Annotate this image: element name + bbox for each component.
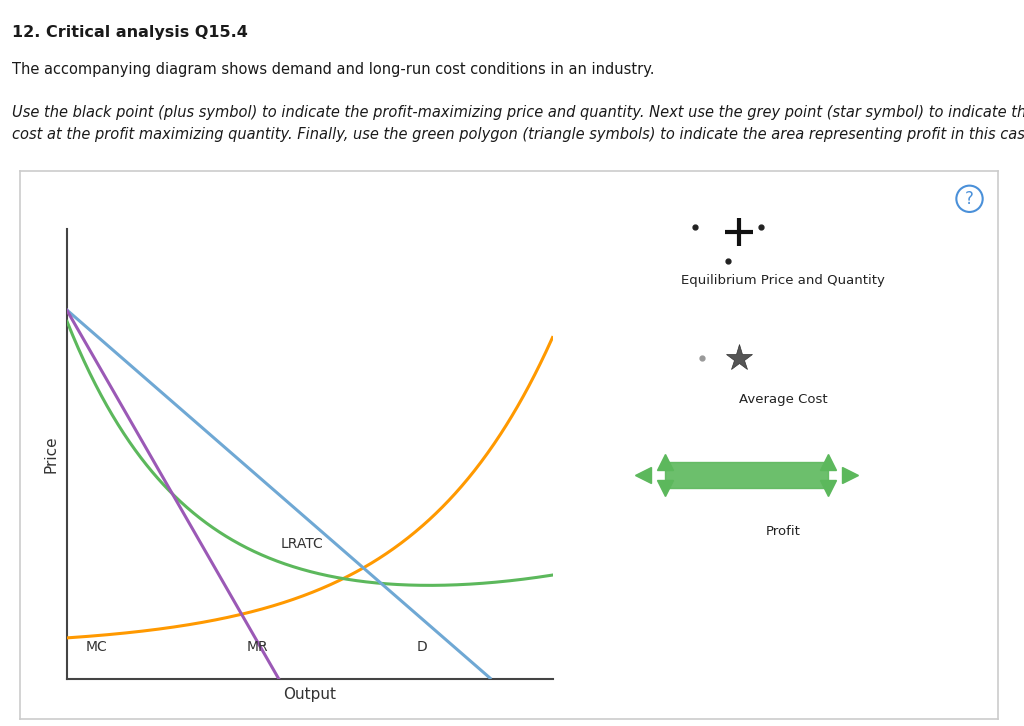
Text: MC: MC bbox=[86, 640, 108, 654]
Text: Profit: Profit bbox=[766, 525, 801, 538]
Text: The accompanying diagram shows demand and long-run cost conditions in an industr: The accompanying diagram shows demand an… bbox=[12, 62, 654, 77]
Polygon shape bbox=[666, 462, 827, 489]
Text: Equilibrium Price and Quantity: Equilibrium Price and Quantity bbox=[681, 274, 886, 287]
Text: LRATC: LRATC bbox=[281, 537, 324, 550]
Y-axis label: Price: Price bbox=[43, 435, 58, 473]
Text: Use the black point (plus symbol) to indicate the profit-maximizing price and qu: Use the black point (plus symbol) to ind… bbox=[12, 105, 1024, 121]
Text: 12. Critical analysis Q15.4: 12. Critical analysis Q15.4 bbox=[12, 25, 248, 41]
Text: Average Cost: Average Cost bbox=[739, 393, 827, 407]
Text: cost at the profit maximizing quantity. Finally, use the green polygon (triangle: cost at the profit maximizing quantity. … bbox=[12, 127, 1024, 142]
X-axis label: Output: Output bbox=[284, 687, 336, 702]
Text: D: D bbox=[417, 640, 427, 654]
Text: ?: ? bbox=[965, 189, 974, 208]
Text: MR: MR bbox=[247, 640, 268, 654]
